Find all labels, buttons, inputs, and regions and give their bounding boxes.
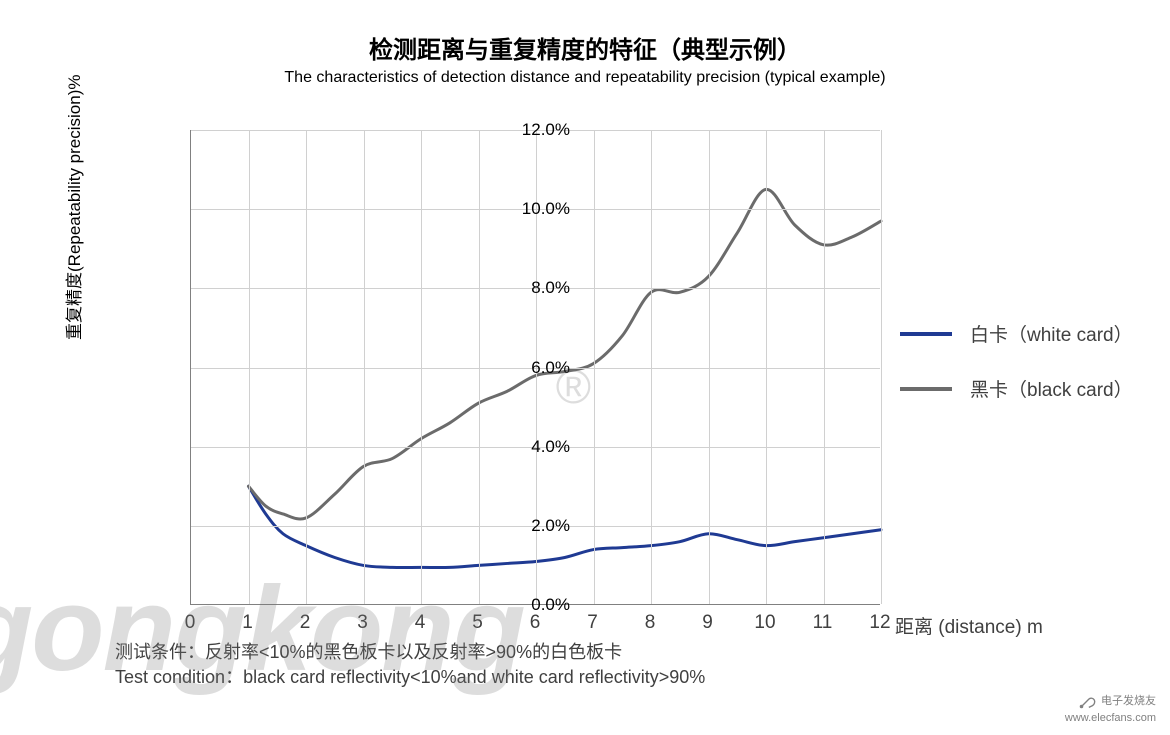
footnote: 测试条件：反射率<10%的黑色板卡以及反射率>90%的白色板卡 Test con… bbox=[115, 640, 705, 690]
grid-line-v bbox=[594, 130, 595, 604]
x-axis-label: 距离 (distance) m bbox=[895, 612, 1043, 639]
y-tick-label: 8.0% bbox=[490, 278, 570, 298]
footnote-cn: 测试条件：反射率<10%的黑色板卡以及反射率>90%的白色板卡 bbox=[115, 640, 705, 665]
x-tick-label: 7 bbox=[573, 612, 613, 634]
x-tick-label: 5 bbox=[458, 612, 498, 634]
x-tick-label: 1 bbox=[228, 612, 268, 634]
x-tick-label: 6 bbox=[515, 612, 555, 634]
y-tick-label: 12.0% bbox=[490, 120, 570, 140]
x-tick-label: 11 bbox=[803, 612, 843, 634]
y-tick-label: 2.0% bbox=[490, 516, 570, 536]
grid-line-v bbox=[824, 130, 825, 604]
grid-line-v bbox=[364, 130, 365, 604]
x-tick-label: 8 bbox=[630, 612, 670, 634]
grid-line-v bbox=[766, 130, 767, 604]
chart-title-cn: 检测距离与重复精度的特征（典型示例） bbox=[0, 30, 1170, 65]
source-attribution: 电子发烧友 www.elecfans.com bbox=[1065, 690, 1156, 725]
legend-swatch bbox=[900, 332, 952, 336]
grid-line-v bbox=[479, 130, 480, 604]
chart-container: 重复精度(Repeatability precision)% 距离 (dista… bbox=[70, 120, 1150, 640]
x-tick-label: 3 bbox=[343, 612, 383, 634]
legend-label: 白卡（white card） bbox=[970, 320, 1133, 347]
x-tick-label: 9 bbox=[688, 612, 728, 634]
y-tick-label: 10.0% bbox=[490, 199, 570, 219]
x-tick-label: 10 bbox=[745, 612, 785, 634]
x-tick-label: 0 bbox=[170, 612, 210, 634]
legend-item: 黑卡（black card） bbox=[900, 375, 1133, 402]
grid-line-v bbox=[306, 130, 307, 604]
x-tick-label: 2 bbox=[285, 612, 325, 634]
chart-title-en: The characteristics of detection distanc… bbox=[0, 69, 1170, 87]
legend-swatch bbox=[900, 387, 952, 391]
source-url: www.elecfans.com bbox=[1065, 712, 1156, 724]
series-black_card bbox=[249, 189, 882, 519]
y-tick-label: 4.0% bbox=[490, 437, 570, 457]
legend-label: 黑卡（black card） bbox=[970, 375, 1133, 402]
grid-line-v bbox=[709, 130, 710, 604]
source-name: 电子发烧友 bbox=[1101, 695, 1156, 707]
legend: 白卡（white card） 黑卡（black card） bbox=[900, 320, 1133, 430]
y-tick-label: 6.0% bbox=[490, 358, 570, 378]
grid-line-v bbox=[249, 130, 250, 604]
footnote-en: Test condition：black card reflectivity<1… bbox=[115, 665, 705, 690]
x-tick-label: 12 bbox=[860, 612, 900, 634]
grid-line-v bbox=[421, 130, 422, 604]
x-tick-label: 4 bbox=[400, 612, 440, 634]
y-axis-label: 重复精度(Repeatability precision)% bbox=[60, 75, 85, 340]
grid-line-v bbox=[651, 130, 652, 604]
grid-line-v bbox=[881, 130, 882, 604]
legend-item: 白卡（white card） bbox=[900, 320, 1133, 347]
